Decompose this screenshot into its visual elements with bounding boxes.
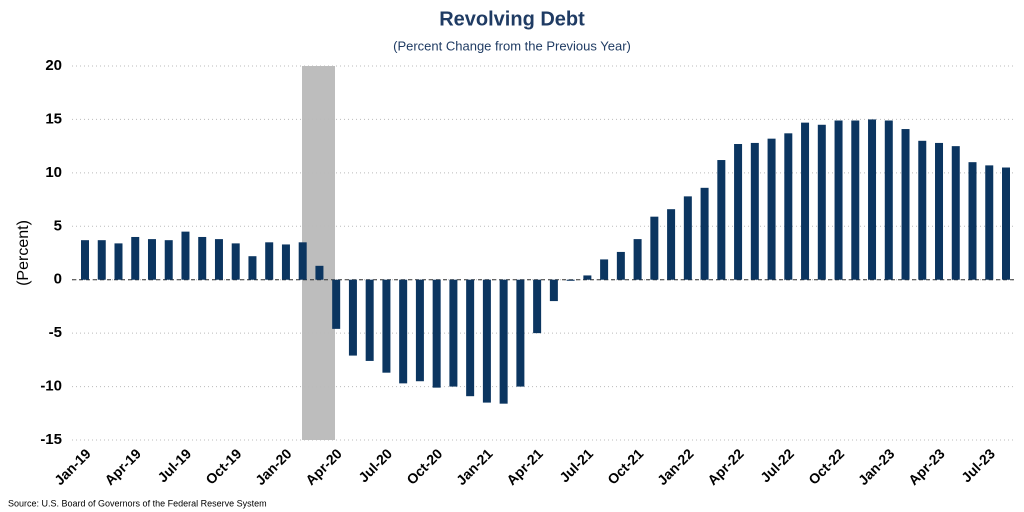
bar <box>198 236 207 280</box>
bar <box>298 242 307 280</box>
x-tick-label: Jul-23 <box>958 445 998 485</box>
bar <box>817 124 826 280</box>
y-axis-label: (Percent) <box>15 220 32 286</box>
bar <box>281 244 290 280</box>
bar <box>214 239 223 280</box>
x-tick-label: Jan-22 <box>654 445 697 488</box>
y-tick-label: -10 <box>40 378 62 395</box>
bar <box>600 259 609 280</box>
bar <box>415 279 424 382</box>
bar <box>918 140 927 280</box>
x-tick-label: Oct-19 <box>202 445 244 487</box>
bar <box>951 146 960 280</box>
y-tick-label: -5 <box>49 324 62 341</box>
bar <box>583 275 592 280</box>
x-tick-label: Apr-23 <box>905 445 948 488</box>
y-tick-label: -15 <box>40 431 62 448</box>
bar <box>147 239 156 280</box>
bar <box>616 251 625 280</box>
bar <box>700 187 709 280</box>
bar <box>717 160 726 280</box>
recession-shading <box>302 66 335 440</box>
x-tick-label: Jul-22 <box>757 445 797 485</box>
bar <box>348 279 357 356</box>
x-tick-label: Jul-20 <box>355 445 395 485</box>
bar <box>482 279 491 403</box>
y-tick-label: 15 <box>45 110 62 127</box>
bar <box>265 242 274 280</box>
bar <box>750 142 759 280</box>
bar <box>868 119 877 280</box>
bar <box>784 133 793 280</box>
x-tick-label: Jan-20 <box>252 445 295 488</box>
source-note: Source: U.S. Board of Governors of the F… <box>8 498 267 508</box>
bar <box>884 120 893 280</box>
bar <box>231 243 240 280</box>
bar <box>566 279 575 281</box>
bar <box>633 239 642 280</box>
bar <box>499 279 508 404</box>
x-tick-label: Oct-20 <box>403 445 445 487</box>
bar <box>683 196 692 280</box>
bar <box>114 243 123 280</box>
y-tick-label: 10 <box>45 164 62 181</box>
x-tick-label: Oct-22 <box>805 445 847 487</box>
bar <box>801 122 810 280</box>
bar <box>901 129 910 280</box>
x-tick-label: Apr-22 <box>704 445 747 488</box>
bar <box>1002 167 1010 280</box>
bar <box>767 138 776 280</box>
x-tick-label: Jan-23 <box>855 445 898 488</box>
bar <box>968 162 977 280</box>
bar <box>851 120 860 280</box>
bar <box>365 279 374 361</box>
bar <box>834 120 843 280</box>
chart-title: Revolving Debt <box>439 8 585 30</box>
bar <box>985 165 994 280</box>
x-tick-label: Apr-21 <box>503 445 546 488</box>
y-tick-label: 0 <box>54 271 62 288</box>
y-tick-label: 5 <box>54 217 62 234</box>
x-tick-label: Apr-20 <box>302 445 345 488</box>
bar <box>935 142 944 280</box>
bar <box>734 144 743 280</box>
x-tick-label: Jul-21 <box>556 445 596 485</box>
bar <box>650 216 659 280</box>
bar <box>382 279 391 373</box>
x-tick-label: Jul-19 <box>154 445 194 485</box>
bar <box>516 279 525 387</box>
bar <box>549 279 558 302</box>
bar <box>466 279 475 397</box>
bar <box>248 256 257 280</box>
bar <box>667 209 676 280</box>
bar <box>97 240 106 280</box>
bar <box>131 236 140 280</box>
chart-subtitle: (Percent Change from the Previous Year) <box>393 38 631 53</box>
bar <box>449 279 458 387</box>
bar <box>399 279 408 384</box>
bar <box>181 231 190 280</box>
bar <box>533 279 542 334</box>
x-tick-label: Jan-21 <box>453 445 496 488</box>
bar <box>332 279 341 329</box>
bar <box>432 279 441 388</box>
x-tick-label: Oct-21 <box>604 445 646 487</box>
x-tick-label: Jan-19 <box>51 445 94 488</box>
x-tick-label: Apr-19 <box>101 445 144 488</box>
bar <box>164 240 173 280</box>
bar <box>315 265 324 280</box>
y-tick-label: 20 <box>45 57 62 74</box>
bar <box>81 240 89 280</box>
